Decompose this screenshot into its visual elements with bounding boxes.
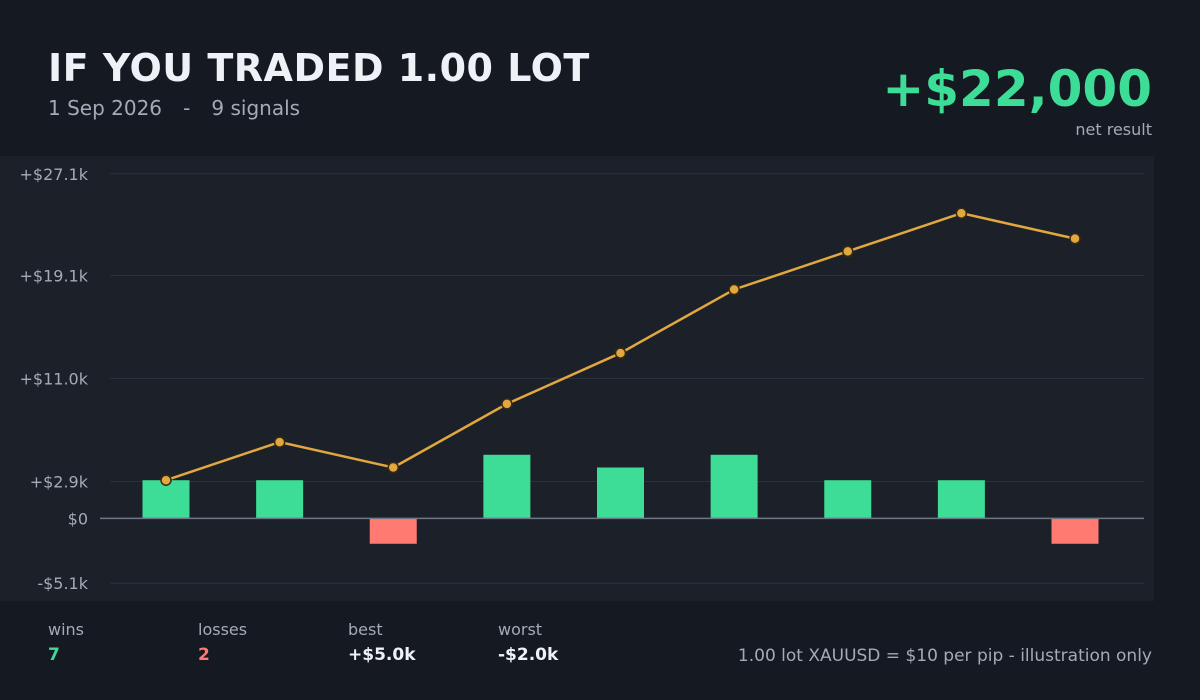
losses-label: losses — [198, 620, 248, 639]
win-bar — [824, 480, 872, 519]
win-bar — [710, 454, 758, 519]
signal-count: 9 signals — [211, 96, 301, 120]
equity-point — [387, 461, 399, 474]
signal-date: 1 Sep 2026 — [48, 96, 163, 120]
worst-value: -$2.0k — [498, 645, 559, 665]
best-label: best — [348, 620, 383, 639]
equity-point — [160, 474, 172, 486]
footnote: 1.00 lot XAUUSD = $10 per pip - illustra… — [737, 646, 1152, 666]
pnl-chart: +$27.1k +$19.1k +$11.0k +$2.9k $0 -$5.1k — [0, 156, 1154, 601]
win-bar — [937, 480, 985, 519]
stat-wins: wins 7 — [48, 620, 188, 665]
win-bar — [142, 480, 190, 519]
win-bar — [256, 480, 304, 519]
best-value: +$5.0k — [348, 645, 416, 665]
stat-best: best +$5.0k — [348, 620, 488, 665]
y-tick-label: +$19.1k — [20, 267, 89, 286]
equity-point — [728, 283, 740, 296]
worst-label: worst — [498, 620, 543, 639]
equity-point-layer — [160, 207, 1081, 486]
y-axis-labels: +$27.1k +$19.1k +$11.0k +$2.9k $0 -$5.1k — [20, 165, 89, 593]
subtitle: 1 Sep 2026 - 9 signals — [48, 96, 300, 120]
loss-bar — [1051, 518, 1099, 544]
equity-point — [1069, 232, 1081, 245]
equity-point — [842, 245, 854, 258]
win-bar — [597, 467, 644, 519]
win-bar — [483, 454, 531, 519]
y-tick-label: +$27.1k — [20, 165, 89, 184]
net-result-label: net result — [1075, 120, 1152, 139]
bar-layer — [142, 454, 1099, 544]
stat-losses: losses 2 — [198, 620, 338, 665]
wins-value: 7 — [48, 645, 60, 665]
y-tick-label: +$11.0k — [20, 370, 89, 389]
y-tick-label: +$2.9k — [30, 472, 89, 491]
loss-bar — [369, 518, 417, 544]
y-tick-label: -$5.1k — [37, 574, 88, 593]
equity-point — [955, 207, 968, 219]
subtitle-separator: - — [183, 96, 191, 120]
net-result-value: +$22,000 — [882, 60, 1152, 118]
equity-point — [501, 398, 513, 410]
losses-value: 2 — [198, 645, 210, 665]
y-tick-label: $0 — [68, 509, 88, 528]
stat-worst: worst -$2.0k — [498, 620, 638, 665]
equity-point — [273, 436, 286, 448]
page-title: IF YOU TRADED 1.00 LOT — [48, 46, 590, 90]
equity-point — [614, 347, 627, 359]
wins-label: wins — [48, 620, 85, 639]
